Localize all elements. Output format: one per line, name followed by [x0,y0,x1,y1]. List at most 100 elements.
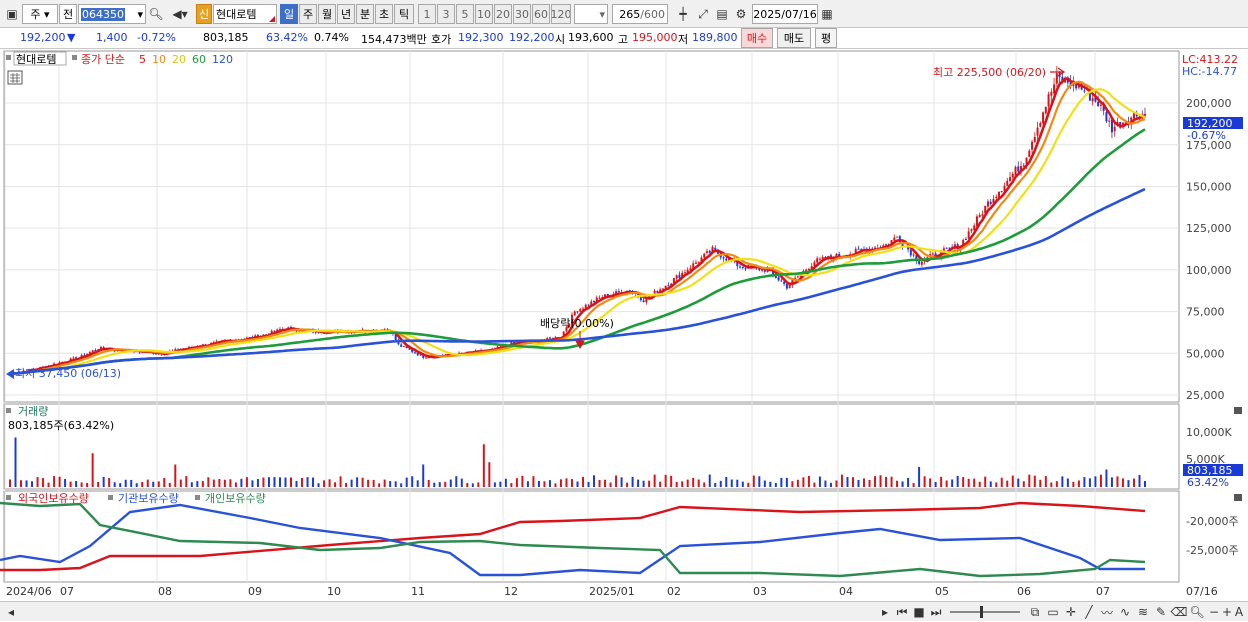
volume-bar [863,478,866,487]
wave-icon[interactable]: ∿ [1119,605,1131,619]
fib-icon[interactable]: ≋ [1137,605,1149,619]
prev-button[interactable]: 전 [59,4,77,24]
stock-name-field[interactable]: 현대로템 [213,4,277,24]
volume-bar [1127,480,1130,487]
volume-bar [697,479,700,487]
interval-3[interactable]: 3 [437,4,455,24]
buy-button[interactable]: 매수 [741,28,773,48]
candle-body [653,290,656,294]
line-icon[interactable]: ╱ [1085,605,1093,619]
volume-bar [945,480,948,487]
date-tick-label: 12 [504,585,518,598]
date-input[interactable]: 2025/07/16 [752,4,818,24]
interval-20[interactable]: 20 [494,4,512,24]
sell-button[interactable]: 매도 [777,28,811,48]
volume-bar [1017,478,1020,487]
stock-chart[interactable]: 25,000 50,000 75,000 100,000 125,000 150,000 1… [0,49,1248,601]
zoom-slider-track[interactable] [950,611,1020,613]
legend-square [6,55,11,60]
zoom-icon[interactable]: 🔍︎ [1189,605,1205,619]
window-menu-icon[interactable]: ▣ [6,7,18,21]
zoom-slider-thumb[interactable] [980,606,983,618]
price-tick-label: 50,000 [1186,347,1225,360]
eval-button[interactable]: 평 [815,28,837,48]
count-input[interactable]: 265/600 [612,4,668,24]
candle-body [711,246,714,254]
volume-bar [1138,474,1141,487]
candle-body [617,291,620,293]
period-day[interactable]: 일 [280,4,298,24]
stop-icon[interactable]: ■ [913,605,925,619]
gear-icon[interactable]: ⚙ [735,7,747,21]
calendar-icon[interactable]: ▦ [821,7,833,21]
period-tick[interactable]: 틱 [394,4,414,24]
candle-body [278,329,281,331]
trash-icon[interactable]: ⌫ [1170,605,1188,619]
volume-close-icon[interactable] [1234,407,1242,414]
candle-body [587,304,590,306]
sound-icon[interactable]: ◀▾ [172,7,188,21]
zigzag-icon[interactable]: 〰 [1100,605,1113,620]
volume-bar [400,483,403,487]
holdings-indiv-label: 개인보유수량 [205,492,266,505]
date-tick-label: 05 [935,585,949,598]
custom-interval-select[interactable]: ▾ [574,4,608,24]
period-month[interactable]: 월 [318,4,336,24]
legend-name-box[interactable] [13,51,67,66]
text-tool-icon[interactable]: A [1234,605,1244,619]
volume-bar [433,482,436,487]
candle-body [948,247,951,249]
draw-icon[interactable]: ✎ [1155,605,1167,619]
holdings-close-icon[interactable] [1234,494,1242,501]
volume-bar [455,476,458,487]
interval-1[interactable]: 1 [418,4,436,24]
search-icon[interactable]: 🔍︎ [148,7,164,21]
candle-body [1135,114,1138,117]
interval-60[interactable]: 60 [532,4,550,24]
cross-icon[interactable]: ✛ [1065,605,1077,619]
candle-body [975,216,978,227]
candle-body [821,256,824,259]
candle-body [807,268,810,270]
save-icon[interactable]: ▤ [716,7,728,21]
rewind-icon[interactable]: ⏮ [896,604,908,619]
scroll-bar[interactable]: ◂ ▸ ⏮ ■ ⏭ ⧉ ▭ ✛ ╱ 〰 ∿ ≋ ✎ ⌫ 🔍︎ − + A [0,601,1248,621]
interval-30[interactable]: 30 [513,4,531,24]
mode-select[interactable]: 주 ▾ [22,4,58,24]
period-week[interactable]: 주 [299,4,317,24]
volume-bar [383,479,386,487]
volume-bar [482,444,485,487]
period-year[interactable]: 년 [337,4,355,24]
candle-body [945,247,948,249]
interval-120[interactable]: 120 [551,4,571,24]
candle-body [978,214,981,217]
period-minute[interactable]: 분 [356,4,374,24]
ma-line-20 [9,88,1146,375]
fast-forward-icon[interactable]: ⏭ [930,604,942,619]
scroll-left-icon[interactable]: ◂ [7,605,15,619]
layout-icon[interactable]: ⧉ [1030,604,1040,619]
period-second[interactable]: 초 [375,4,393,24]
interval-10[interactable]: 10 [475,4,493,24]
candle-body [276,329,279,332]
interval-5[interactable]: 5 [456,4,474,24]
candle-body [675,275,678,279]
volume-bar [1033,475,1036,487]
code-input[interactable]: 064350 ▾ [78,4,146,24]
price-tick-label: 125,000 [1186,222,1232,235]
min-price-annotation: 최저 37,450 (06/13) [15,367,121,380]
volume-bar [278,477,281,487]
draw-tool-icon[interactable]: ⤢ [698,6,708,21]
scroll-right-icon[interactable]: ▸ [881,605,889,619]
candle-body [838,253,841,257]
split-icon[interactable]: ▭ [1047,605,1059,619]
volume-bar [686,479,689,487]
candle-icon[interactable]: ┿ [679,7,687,21]
table-toggle-icon[interactable] [7,70,23,85]
candle-body [728,258,731,261]
minus-icon[interactable]: − [1208,605,1220,619]
plus-icon[interactable]: + [1221,605,1233,619]
candle-body [1061,76,1064,82]
legend-close-label: 종가 단순 [81,53,125,66]
volume-bar [1000,477,1003,487]
